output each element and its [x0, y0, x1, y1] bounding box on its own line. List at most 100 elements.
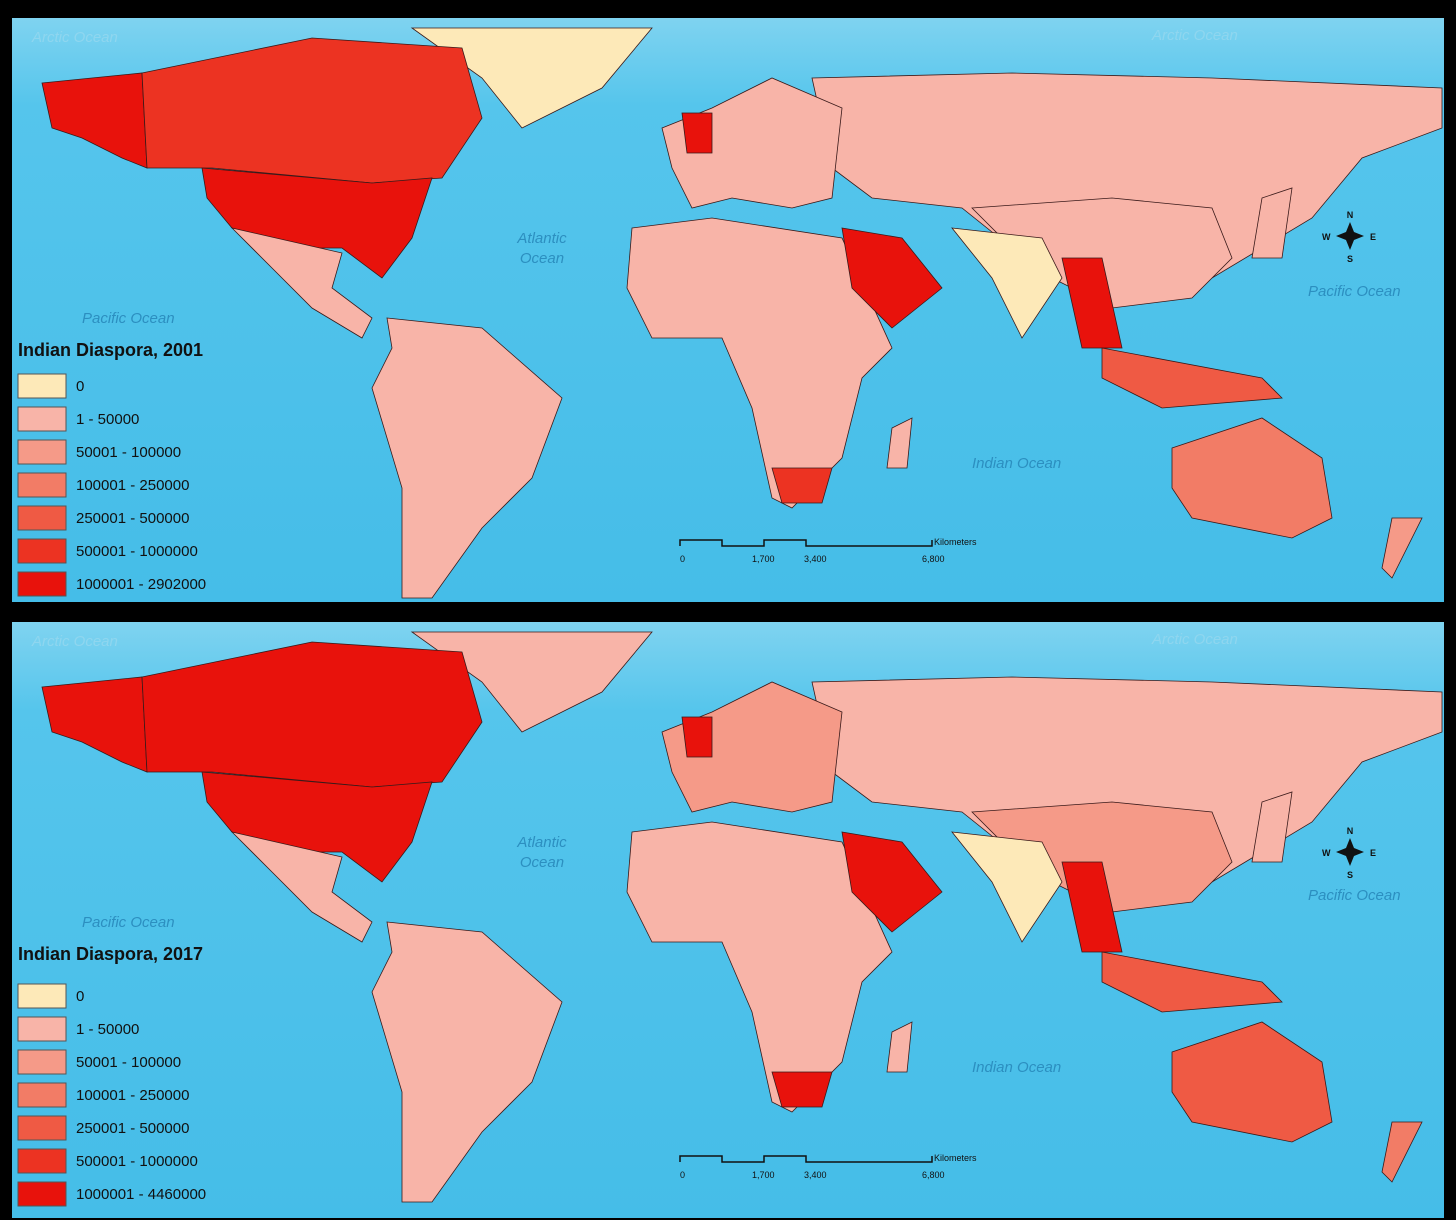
compass-s: S — [1347, 870, 1353, 880]
map-panel: Arctic Ocean Arctic Ocean Atlantic Ocean Pac… — [12, 622, 1444, 1218]
legend-swatch — [17, 373, 67, 399]
scale-tick-label: 3,400 — [804, 554, 827, 564]
ocean-label: Indian Ocean — [972, 1059, 1061, 1076]
compass-w: W — [1322, 232, 1331, 242]
ocean-label: Pacific Ocean — [1308, 887, 1401, 904]
legend-swatch — [17, 1115, 67, 1141]
legend-swatch — [17, 505, 67, 531]
ocean-label: Pacific Ocean — [82, 914, 175, 931]
ocean-label: Indian Ocean — [972, 455, 1061, 472]
scale-tick-label: 1,700 — [752, 1170, 775, 1180]
map-panel: Arctic Ocean Arctic Ocean Atlantic Ocean Pac… — [12, 18, 1444, 602]
scale-tick-label: 3,400 — [804, 1170, 827, 1180]
legend-swatch — [17, 1082, 67, 1108]
scale-unit: Kilometers — [934, 537, 977, 547]
ocean-label: Arctic Ocean — [1151, 27, 1238, 44]
country-europe — [661, 681, 843, 813]
country-uk — [681, 716, 713, 758]
compass-s: S — [1347, 254, 1353, 264]
country-greenland — [410, 27, 653, 129]
country-indonesia-malaysia — [1101, 347, 1283, 409]
scale-tick-label: 1,700 — [752, 554, 775, 564]
country-usa — [201, 771, 433, 883]
legend-label: 50001 - 100000 — [76, 1054, 181, 1071]
legend-label: 1000001 - 4460000 — [76, 1186, 206, 1203]
country-arabia — [841, 227, 943, 329]
scale-tick-label: 0 — [680, 554, 685, 564]
country-canada — [141, 641, 483, 788]
compass-n: N — [1347, 826, 1354, 836]
country-india — [951, 831, 1063, 943]
country-madagascar — [886, 1021, 913, 1073]
country-new-zealand — [1381, 517, 1423, 579]
ocean-label: Arctic Ocean — [31, 29, 118, 46]
legend-title: Indian Diaspora, 2017 — [18, 944, 203, 964]
legend-swatch — [17, 439, 67, 465]
country-mexico — [230, 227, 373, 339]
legend-label: 100001 - 250000 — [76, 477, 189, 494]
ocean-label: Pacific Ocean — [82, 310, 175, 327]
legend-label: 50001 - 100000 — [76, 444, 181, 461]
country-japan — [1251, 187, 1293, 259]
country-indonesia-malaysia — [1101, 951, 1283, 1013]
country-uk — [681, 112, 713, 154]
country-africa — [626, 821, 893, 1113]
ocean-label: Pacific Ocean — [1308, 283, 1401, 300]
compass-w: W — [1322, 848, 1331, 858]
country-india — [951, 227, 1063, 339]
legend-label: 500001 - 1000000 — [76, 1153, 198, 1170]
legend-swatch — [17, 1148, 67, 1174]
country-europe — [661, 77, 843, 209]
legend-swatch — [17, 406, 67, 432]
scale-tick-label: 0 — [680, 1170, 685, 1180]
country-south-africa — [771, 1071, 833, 1108]
country-myanmar — [1061, 861, 1123, 953]
country-new-zealand — [1381, 1121, 1423, 1183]
legend-swatch — [17, 1181, 67, 1207]
country-japan — [1251, 791, 1293, 863]
scale-unit: Kilometers — [934, 1153, 977, 1163]
country-mexico — [230, 831, 373, 943]
country-australia — [1171, 417, 1333, 539]
country-south-africa — [771, 467, 833, 504]
legend-label: 500001 - 1000000 — [76, 543, 198, 560]
ocean-label: Arctic Ocean — [1151, 631, 1238, 648]
ocean-label: Ocean — [520, 250, 564, 267]
ocean-label: Atlantic — [516, 230, 567, 247]
ocean-label: Atlantic — [516, 834, 567, 851]
legend-label: 250001 - 500000 — [76, 510, 189, 527]
legend-swatch — [17, 571, 67, 597]
legend-label: 1 - 50000 — [76, 411, 139, 428]
compass-e: E — [1370, 232, 1376, 242]
country-madagascar — [886, 417, 913, 469]
legend-label: 1000001 - 2902000 — [76, 576, 206, 593]
country-south-america — [371, 317, 563, 599]
legend-swatch — [17, 1049, 67, 1075]
scale-bar — [679, 1155, 933, 1163]
ocean-label: Ocean — [520, 854, 564, 871]
legend-label: 0 — [76, 988, 84, 1005]
legend-swatch — [17, 983, 67, 1009]
country-arabia — [841, 831, 943, 933]
scale-tick-label: 6,800 — [922, 554, 945, 564]
ocean-label: Arctic Ocean — [31, 633, 118, 650]
legend-swatch — [17, 472, 67, 498]
country-canada — [141, 37, 483, 184]
country-myanmar — [1061, 257, 1123, 349]
legend-swatch — [17, 1016, 67, 1042]
scale-bar — [679, 539, 933, 547]
legend-swatch — [17, 538, 67, 564]
country-africa — [626, 217, 893, 509]
legend-label: 1 - 50000 — [76, 1021, 139, 1038]
country-australia — [1171, 1021, 1333, 1143]
compass-rose — [1336, 838, 1364, 866]
compass-e: E — [1370, 848, 1376, 858]
country-south-america — [371, 921, 563, 1203]
legend-label: 250001 - 500000 — [76, 1120, 189, 1137]
compass-n: N — [1347, 210, 1354, 220]
scale-tick-label: 6,800 — [922, 1170, 945, 1180]
compass-rose — [1336, 222, 1364, 250]
legend-label: 100001 - 250000 — [76, 1087, 189, 1104]
